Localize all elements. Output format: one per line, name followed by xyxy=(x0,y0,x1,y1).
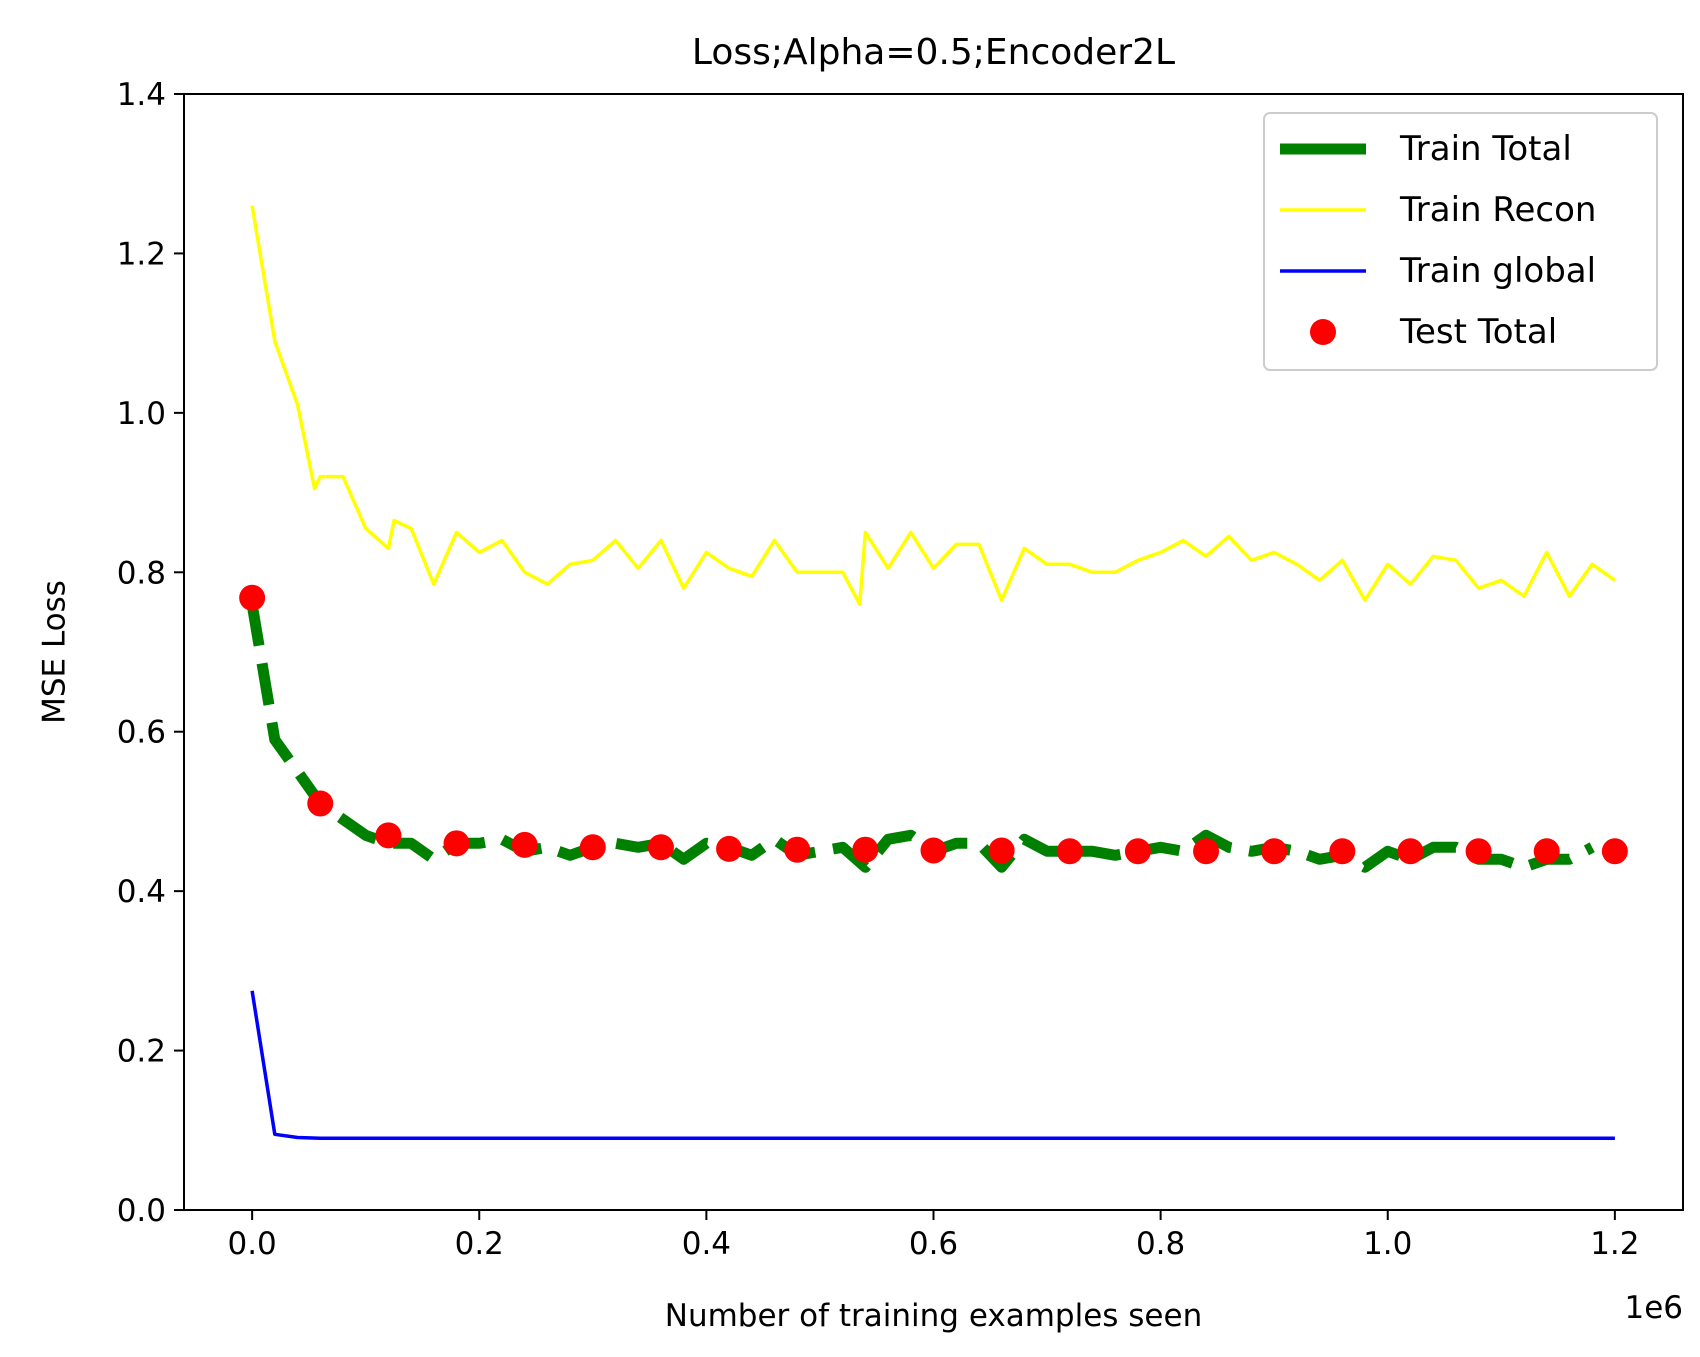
data-point-test-total xyxy=(375,822,402,849)
data-point-test-total xyxy=(647,834,674,861)
data-point-test-total xyxy=(920,837,947,864)
series-line-train-recon xyxy=(250,205,1616,606)
y-tick-label: 0.8 xyxy=(117,555,166,591)
data-point-test-total xyxy=(307,790,334,817)
plot-area xyxy=(239,205,1628,1141)
data-point-test-total xyxy=(988,837,1015,864)
legend: Train Total Train Recon Train global Test T… xyxy=(1263,112,1658,371)
legend-label-train-total: Train Total xyxy=(1399,129,1572,169)
y-axis-label: MSE Loss xyxy=(37,580,73,724)
data-point-test-total xyxy=(852,836,879,863)
y-tick-label: 0.0 xyxy=(117,1193,166,1229)
legend-label-train-global: Train global xyxy=(1399,251,1596,291)
legend-box xyxy=(1263,112,1658,371)
y-tick-label: 0.4 xyxy=(117,874,166,910)
chart-title: Loss;Alpha=0.5;Encoder2L xyxy=(692,32,1175,73)
x-tick-label: 1.0 xyxy=(1363,1226,1412,1262)
data-point-test-total xyxy=(1193,838,1220,865)
data-point-test-total xyxy=(579,834,606,861)
x-tick-label: 0.8 xyxy=(1136,1226,1185,1262)
x-tick-label: 0.6 xyxy=(909,1226,958,1262)
y-tick-label: 1.2 xyxy=(117,236,166,272)
x-tick-label: 1.2 xyxy=(1590,1226,1639,1262)
data-point-test-total xyxy=(511,831,538,858)
legend-label-test-total: Test Total xyxy=(1399,312,1557,352)
data-point-test-total xyxy=(443,830,470,857)
data-point-test-total xyxy=(1124,838,1151,865)
x-tick-label: 0.2 xyxy=(455,1226,504,1262)
legend-label-train-recon: Train Recon xyxy=(1399,190,1596,230)
data-point-test-total xyxy=(1533,838,1560,865)
y-tick-label: 1.0 xyxy=(117,396,166,432)
series-line-train-total xyxy=(246,603,1595,873)
y-tick-label: 0.2 xyxy=(117,1034,166,1070)
y-tick-label: 1.4 xyxy=(117,77,166,113)
data-point-test-total xyxy=(239,584,266,611)
legend-swatch-test-total xyxy=(1310,319,1336,345)
data-point-test-total xyxy=(1056,838,1083,865)
series-line-train-global xyxy=(250,990,1615,1141)
data-point-test-total xyxy=(1465,838,1492,865)
y-tick-label: 0.6 xyxy=(117,715,166,751)
data-point-test-total xyxy=(1261,838,1288,865)
data-point-test-total xyxy=(1329,838,1356,865)
data-point-test-total xyxy=(1397,838,1424,865)
x-tick-label: 0.0 xyxy=(227,1226,276,1262)
x-tick-label: 0.4 xyxy=(682,1226,731,1262)
axis-ticks: 0.0 0.2 0.4 0.6 0.8 1.0 1.2 0.0 0.2 0.4 0.6 0.8 1.0 1… xyxy=(117,77,1640,1262)
x-axis-label: Number of training examples seen xyxy=(665,1298,1202,1334)
x-axis-offset-label: 1e6 xyxy=(1624,1290,1683,1326)
data-point-test-total xyxy=(784,836,811,863)
data-point-test-total xyxy=(1601,838,1628,865)
data-point-test-total xyxy=(716,835,743,862)
